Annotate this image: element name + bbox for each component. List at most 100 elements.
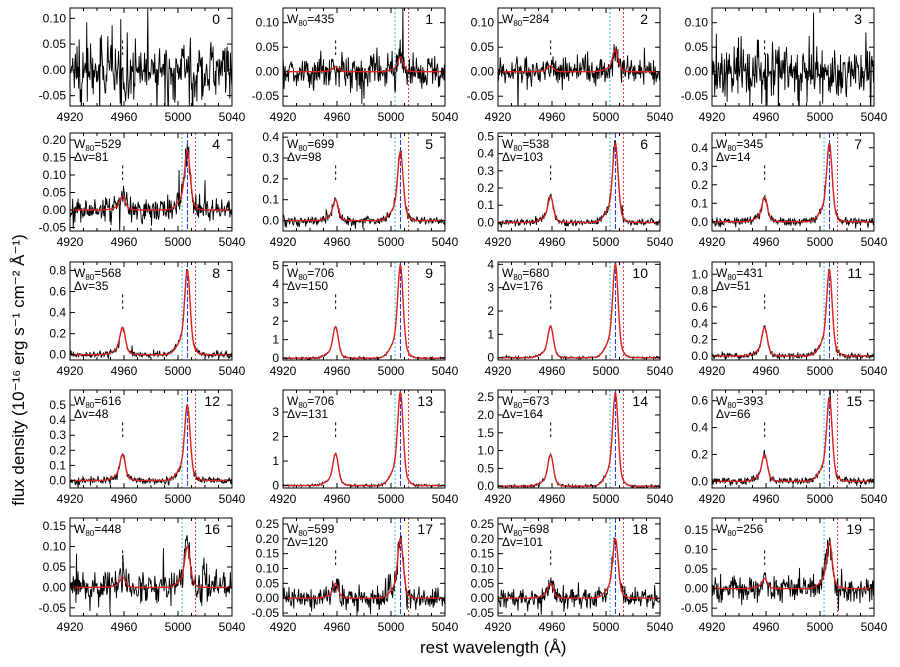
y-tick-label: -0.05 [467,606,495,620]
x-tick-label: 4960 [111,235,138,249]
y-tick-label: 1.0 [691,267,708,281]
x-tick-label: 5040 [432,235,459,249]
panel-number: 18 [632,521,648,537]
spectrum-line [498,536,660,615]
y-tick-label: 0.00 [43,63,67,77]
w80-subscript: 80 [298,19,307,28]
w80-subscript: 80 [298,273,307,282]
y-tick-label: 2.5 [477,390,494,404]
panel-plot-area [283,518,445,616]
fit-line [70,268,232,356]
panel-2: 4920 4960 5000 5040 -0.05 0.00 0.05 0.10 2 W80=28… [467,7,674,124]
panel-plot-area [498,8,660,106]
panel-plot-area [70,518,232,616]
y-tick-label: 0.00 [471,591,495,605]
x-tick-label: 4920 [270,364,297,378]
panel-number: 11 [847,265,862,281]
x-tick-label: 5000 [807,492,834,506]
x-tick-label: 4920 [485,620,512,634]
panel-0: 4920 4960 5000 5040 -0.05 0.00 0.05 0.10 0 [39,7,246,124]
y-tick-label: 0.0 [691,474,708,488]
y-tick-label: 0.10 [43,168,67,182]
w80-annotation: W80=680 [502,266,550,282]
panel-6: 4920 4960 5000 5040 0.0 0.1 0.2 0.3 0.4 0.5 6 W80=5… [477,129,673,249]
x-tick-label: 4920 [270,620,297,634]
x-tick-label: 5000 [807,110,834,124]
dv-annotation: Δv=48 [74,407,109,421]
y-tick-label: -0.05 [252,89,280,103]
y-tick-label: 3 [272,296,279,310]
x-tick-label: 5000 [593,492,620,506]
x-tick-label: 5000 [593,235,620,249]
x-tick-label: 5040 [219,492,246,506]
panel-number: 19 [846,521,862,537]
spectrum-line [498,43,660,106]
panel-plot-area [70,390,232,488]
y-tick-label: 0.6 [691,394,708,408]
y-tick-label: 0.00 [43,580,67,594]
w80-subscript: 80 [85,144,94,153]
y-tick-label: 0.0 [262,214,279,228]
dv-annotation: Δv=120 [287,535,328,549]
x-tick-label: 4920 [57,492,84,506]
y-tick-label: 0.3 [477,164,494,178]
y-tick-label: 0.2 [262,172,279,186]
x-tick-label: 5000 [378,620,405,634]
y-tick-label: 0.2 [691,333,708,347]
w80-symbol: W [74,266,86,280]
w80-symbol: W [502,12,514,26]
y-tick-label: 0.20 [256,532,280,546]
panel-4: 4920 4960 5000 5040 -0.05 0.00 0.05 0.10 0.15 0.2… [39,132,246,249]
w80-subscript: 80 [298,529,307,538]
w80-subscript: 80 [298,144,307,153]
panel-11: 4920 4960 5000 5040 0.0 0.2 0.4 0.6 0.8 1.0 11 W80=… [691,261,888,378]
panel-12: 4920 4960 5000 5040 0.00.10.20.30.40.5 12 W80=… [49,389,246,506]
y-tick-label: 0.8 [691,284,708,298]
w80-symbol: W [502,266,514,280]
w80-symbol: W [716,522,728,536]
y-tick-label: 2 [272,314,279,328]
x-tick-label: 4960 [324,110,351,124]
panel-number: 10 [632,265,648,281]
y-tick-label: -0.05 [467,89,495,103]
w80-annotation: W80=706 [287,266,335,282]
fit-line [712,396,874,482]
y-tick-label: 0.00 [256,591,280,605]
w80-annotation: W80=673 [502,394,550,410]
w80-annotation: W80=699 [287,137,335,153]
y-tick-label: 0.6 [49,285,66,299]
y-tick-label: 0.05 [471,40,495,54]
y-tick-label: 0 [487,351,494,365]
w80-symbol: W [716,137,728,151]
spectrum-line [283,8,445,104]
panel-number: 6 [640,136,648,152]
y-axis-label: flux density (10⁻¹⁶ erg s⁻¹ cm⁻² Å⁻¹) [9,234,28,506]
dv-annotation: Δv=164 [502,407,543,421]
y-tick-label: 0.0 [477,479,494,493]
panel-number: 5 [425,136,433,152]
w80-subscript: 80 [513,401,522,410]
w80-symbol: W [502,394,514,408]
y-tick-label: 0.0 [49,473,66,487]
x-tick-label: 4920 [270,235,297,249]
w80-symbol: W [287,137,299,151]
y-tick-label: 0.2 [49,327,66,341]
x-tick-label: 5040 [861,620,888,634]
y-tick-label: 0.4 [691,316,708,330]
y-tick-label: 0.2 [477,181,494,195]
panel-plot-area [712,262,874,360]
x-tick-label: 5000 [165,364,192,378]
w80-value: =538 [522,137,549,151]
x-tick-label: 4960 [539,364,566,378]
y-tick-label: 0.3 [262,151,279,165]
x-tick-label: 4960 [539,620,566,634]
x-tick-label: 5000 [165,492,192,506]
w80-value: =699 [307,137,334,151]
x-tick-label: 4920 [57,235,84,249]
y-tick-label: 0.0 [691,349,708,363]
fit-line [70,149,232,211]
w80-annotation: W80=345 [716,137,764,153]
w80-value: =698 [522,522,549,536]
